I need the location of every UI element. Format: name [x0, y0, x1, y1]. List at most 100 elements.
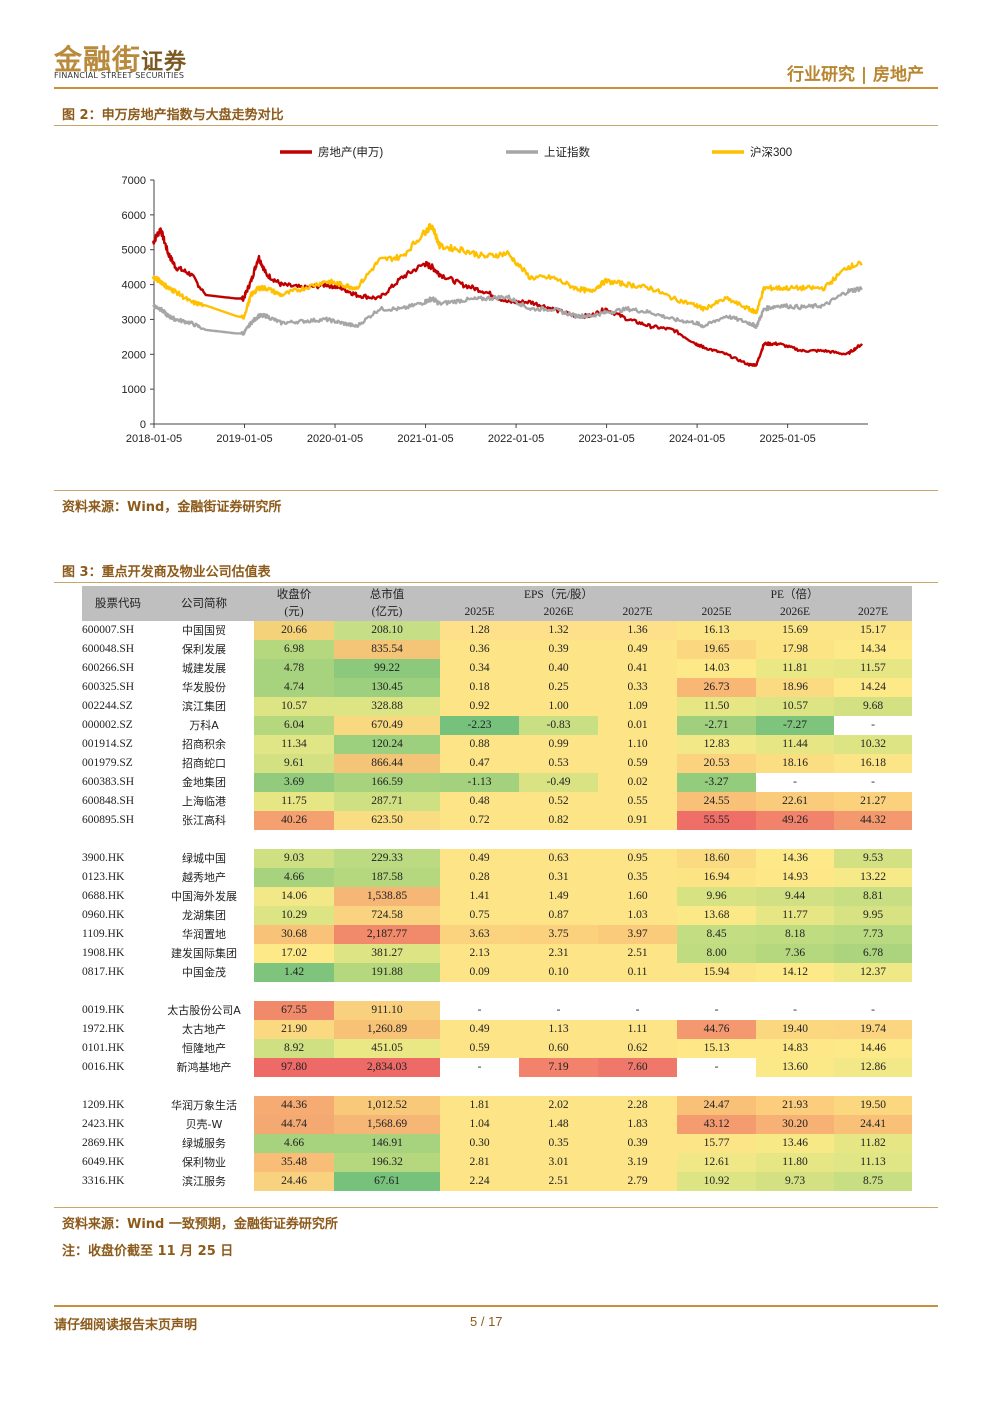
- market-cap-cell: 196.32: [334, 1153, 440, 1172]
- table-row: 600383.SH 金地集团 3.69 166.59 -1.13 -0.49 0.02 -3.…: [82, 773, 913, 792]
- pe-cell: 49.26: [756, 811, 835, 830]
- pe-cell: 11.81: [756, 659, 835, 678]
- close-price-cell: 6.04: [254, 716, 334, 735]
- market-cap-cell: 146.91: [334, 1134, 440, 1153]
- market-cap-cell: 1,260.89: [334, 1020, 440, 1039]
- pe-cell: 20.53: [677, 754, 757, 773]
- figure3-title: 图 3：重点开发商及物业公司估值表: [62, 565, 271, 580]
- pe-cell: 21.27: [834, 792, 913, 811]
- market-cap-cell: 99.22: [334, 659, 440, 678]
- figure2-source: 资料来源：Wind，金融街证券研究所: [62, 500, 282, 515]
- eps-cell: 0.48: [440, 792, 519, 811]
- eps-cell: 0.41: [598, 659, 678, 678]
- figure3-note: 注：收盘价截至 11 月 25 日: [62, 1244, 234, 1259]
- table-row: 0817.HK 中国金茂 1.42 191.88 0.09 0.10 0.11 15.94 14…: [82, 963, 913, 982]
- pe-cell: 12.86: [834, 1058, 913, 1077]
- logo-suffix: 证券: [141, 49, 188, 75]
- eps-cell: 0.59: [598, 754, 678, 773]
- company-name-cell: 华发股份: [182, 681, 226, 694]
- header-rule: [54, 87, 938, 89]
- header-close-unit: (元): [254, 603, 334, 621]
- table-row: 600848.SH 上海临港 11.75 287.71 0.48 0.52 0.55 24.5…: [82, 792, 913, 811]
- pe-cell: 13.46: [756, 1134, 835, 1153]
- logo-text: 金融街: [54, 43, 142, 76]
- company-name-cell: 中国海外发展: [171, 890, 237, 903]
- x-tick-label: 2022-01-05: [488, 433, 544, 445]
- pe-cell: 44.32: [834, 811, 913, 830]
- header-year: 2027E: [834, 603, 913, 621]
- pe-cell: 9.68: [834, 697, 913, 716]
- company-name-cell: 万科A: [189, 719, 219, 732]
- logo-english: FINANCIAL STREET SECURITIES: [54, 71, 185, 80]
- eps-cell: 1.83: [598, 1115, 678, 1134]
- legend-label: 沪深300: [750, 145, 792, 159]
- stock-code-cell: 0019.HK: [82, 1004, 125, 1016]
- eps-cell: 0.02: [598, 773, 678, 792]
- market-cap-cell: 1,538.85: [334, 887, 440, 906]
- company-name-cell: 越秀地产: [182, 871, 226, 884]
- market-cap-cell: 381.27: [334, 944, 440, 963]
- series-line-2: [151, 222, 863, 320]
- table-row: 0016.HK 新鸿基地产 97.80 2,834.03-7.19 7.60-13.60…: [82, 1058, 913, 1077]
- eps-cell: -1.13: [440, 773, 519, 792]
- company-name-cell: 中国国贸: [182, 624, 226, 637]
- figure2-title: 图 2：申万房地产指数与大盘走势对比: [62, 108, 284, 123]
- figure3-top-rule: [54, 582, 938, 583]
- market-cap-cell: 670.49: [334, 716, 440, 735]
- eps-cell: -2.23: [440, 716, 519, 735]
- eps-cell: 0.95: [598, 849, 678, 868]
- eps-cell: 0.33: [598, 678, 678, 697]
- market-cap-cell: 724.58: [334, 906, 440, 925]
- eps-cell: 0.60: [519, 1039, 598, 1058]
- table-row: 600007.SH 中国国贸 20.66 208.10 1.28 1.32 1.36 16.1…: [82, 621, 913, 640]
- pe-cell: 11.13: [834, 1153, 913, 1172]
- header-mcap: 总市值: [334, 586, 440, 603]
- eps-cell: 0.11: [598, 963, 678, 982]
- market-cap-cell: 835.54: [334, 640, 440, 659]
- eps-cell: 3.01: [519, 1153, 598, 1172]
- eps-cell: 1.11: [598, 1020, 678, 1039]
- eps-cell: 0.59: [440, 1039, 519, 1058]
- market-cap-cell: 866.44: [334, 754, 440, 773]
- eps-cell: 2.79: [598, 1172, 678, 1191]
- pe-cell: 7.73: [834, 925, 913, 944]
- figure2-bottom-rule: [54, 490, 938, 491]
- close-price-cell: 8.92: [254, 1039, 334, 1058]
- table-row: 3316.HK 滨江服务 24.46 67.61 2.24 2.51 2.79 10.92 9.…: [82, 1172, 913, 1191]
- eps-cell: 0.62: [598, 1039, 678, 1058]
- pe-cell: 9.44: [756, 887, 835, 906]
- pe-cell: 14.03: [677, 659, 757, 678]
- x-tick-label: 2025-01-05: [759, 433, 815, 445]
- y-tick-label: 2000: [122, 349, 146, 361]
- close-price-cell: 6.98: [254, 640, 334, 659]
- pe-cell: 22.61: [756, 792, 835, 811]
- pe-cell: 12.83: [677, 735, 757, 754]
- pe-cell: 14.83: [756, 1039, 835, 1058]
- company-name-cell: 绿城服务: [182, 1137, 226, 1150]
- pe-cell: 21.93: [756, 1096, 835, 1115]
- close-price-cell: 11.34: [254, 735, 334, 754]
- market-cap-cell: 911.10: [334, 1001, 440, 1020]
- eps-cell: -0.83: [519, 716, 598, 735]
- stock-code-cell: 600383.SH: [82, 776, 135, 788]
- eps-cell: 2.51: [519, 1172, 598, 1191]
- stock-code-cell: 600895.SH: [82, 814, 135, 826]
- company-name-cell: 上海临港: [182, 795, 226, 808]
- eps-cell: 0.49: [440, 1020, 519, 1039]
- stock-code-cell: 1908.HK: [82, 947, 125, 959]
- page-number: 5 / 17: [470, 1314, 503, 1329]
- stock-code-cell: 0688.HK: [82, 890, 125, 902]
- pe-cell: -: [756, 773, 835, 792]
- pe-cell: -: [756, 1001, 835, 1020]
- company-name-cell: 金地集团: [182, 776, 226, 789]
- stock-code-cell: 600048.SH: [82, 643, 135, 655]
- stock-code-cell: 000002.SZ: [82, 719, 133, 731]
- stock-code-cell: 0016.HK: [82, 1061, 125, 1073]
- pe-cell: 14.12: [756, 963, 835, 982]
- stock-code-cell: 1209.HK: [82, 1099, 125, 1111]
- close-price-cell: 40.26: [254, 811, 334, 830]
- x-tick-label: 2023-01-05: [578, 433, 634, 445]
- eps-cell: 0.47: [440, 754, 519, 773]
- market-cap-cell: 328.88: [334, 697, 440, 716]
- eps-cell: 1.60: [598, 887, 678, 906]
